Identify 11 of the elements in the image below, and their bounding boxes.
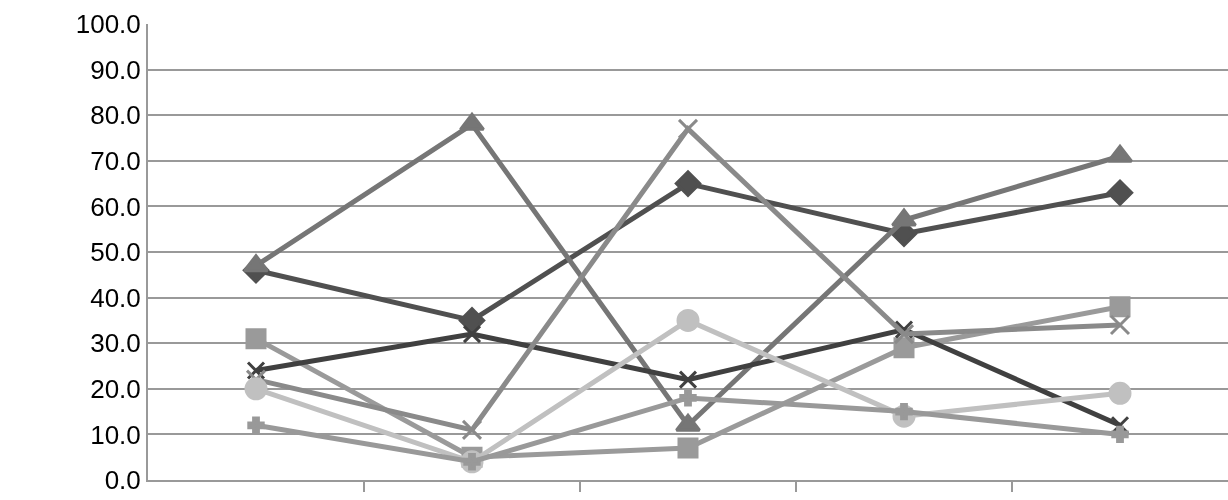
y-tick-label: 0.0: [104, 465, 141, 496]
y-tick-label: 70.0: [90, 145, 141, 176]
y-tick-label: 60.0: [90, 191, 141, 222]
y-tick-label: 50.0: [90, 237, 141, 268]
y-tick-label: 40.0: [90, 282, 141, 313]
y-tick-label: 100.0: [75, 9, 141, 40]
y-tick-label: 10.0: [90, 419, 141, 450]
y-tick-label: 20.0: [90, 373, 141, 404]
y-tick-label: 30.0: [90, 328, 141, 359]
y-tick-label: 80.0: [90, 100, 141, 131]
y-tick-label: 90.0: [90, 54, 141, 85]
